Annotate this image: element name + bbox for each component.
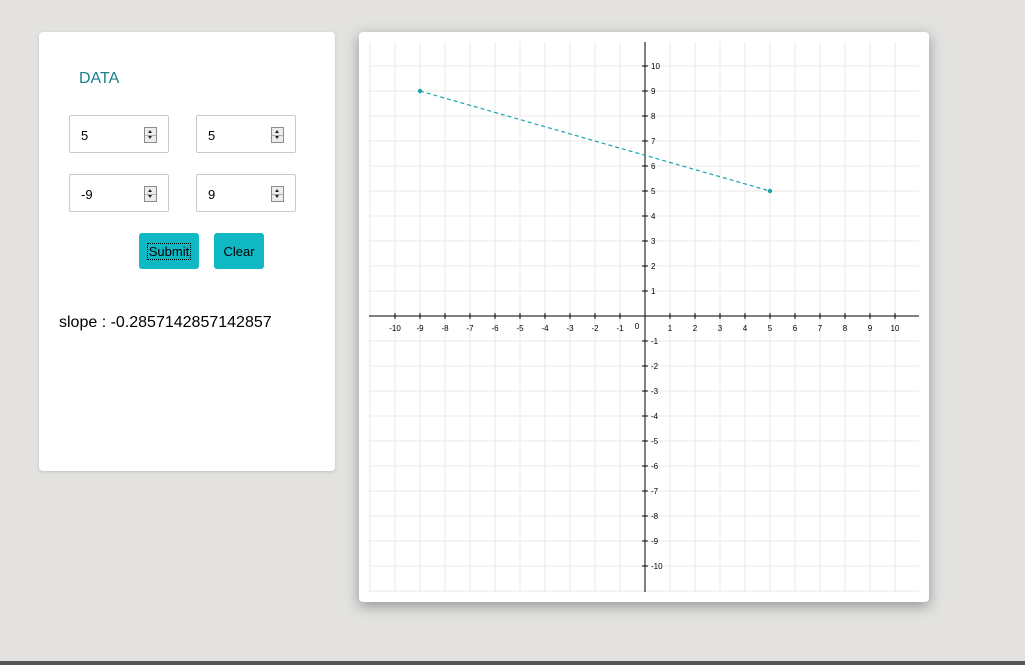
submit-button[interactable]: Submit <box>139 233 199 269</box>
y-tick-label: -3 <box>651 387 659 396</box>
spin-up-icon[interactable] <box>272 187 283 195</box>
submit-label: Submit <box>146 242 192 260</box>
data-point <box>417 88 423 94</box>
panel-title: DATA <box>79 70 120 87</box>
x1-input[interactable]: 5 <box>69 115 169 153</box>
y1-input[interactable]: 5 <box>196 115 296 153</box>
spin-up-icon[interactable] <box>145 187 156 195</box>
y-tick-label: -8 <box>651 512 659 521</box>
y-tick-label: 5 <box>651 187 656 196</box>
x1-spinner[interactable] <box>144 127 157 143</box>
x-tick-label: -9 <box>416 324 424 333</box>
x-tick-label: 7 <box>818 324 823 333</box>
x2-input[interactable]: -9 <box>69 174 169 212</box>
x-tick-label: 5 <box>768 324 773 333</box>
y-tick-label: 9 <box>651 87 656 96</box>
y2-value: 9 <box>208 187 216 202</box>
y-tick-label: -2 <box>651 362 659 371</box>
y-tick-label: -7 <box>651 487 659 496</box>
graph-panel: -10 -9 -8 -7 -6 -5 -4 -3 -2 -1 1 2 3 4 5 6 7 8 9 10 -10 -9 -8-… <box>359 32 929 602</box>
x-tick-label: 2 <box>693 324 698 333</box>
y-tick-label: -1 <box>651 337 659 346</box>
x-tick-label: -5 <box>516 324 524 333</box>
x-tick-label: 6 <box>793 324 798 333</box>
slope-line <box>419 90 771 192</box>
x1-value: 5 <box>81 128 89 143</box>
y-tick-label: -9 <box>651 537 659 546</box>
spin-down-icon[interactable] <box>272 194 283 201</box>
x-tick-label: -3 <box>566 324 574 333</box>
y-tick-label: -5 <box>651 437 659 446</box>
origin-label: 0 <box>635 322 640 331</box>
data-point <box>767 188 773 194</box>
x-tick-label: 1 <box>668 324 673 333</box>
coordinate-graph[interactable]: -10 -9 -8 -7 -6 -5 -4 -3 -2 -1 1 2 3 4 5 6 7 8 9 10-10-9-8-… <box>359 32 929 602</box>
x-tick-label: -8 <box>441 324 449 333</box>
clear-button[interactable]: Clear <box>214 233 264 269</box>
data-panel: DATA 5 5 -9 9 Submit Clear slope : -0.28… <box>39 32 335 471</box>
bottom-border <box>0 661 1025 665</box>
y1-spinner[interactable] <box>271 127 284 143</box>
x-tick-label: 8 <box>843 324 848 333</box>
y-tick-label: 8 <box>651 112 656 121</box>
x-tick-label: 9 <box>868 324 873 333</box>
x-tick-label: 10 <box>891 324 900 333</box>
y-tick-label: -6 <box>651 462 659 471</box>
x-tick-label: -2 <box>591 324 599 333</box>
spin-down-icon[interactable] <box>145 135 156 142</box>
y2-input[interactable]: 9 <box>196 174 296 212</box>
y-tick-label: -4 <box>651 412 659 421</box>
x-tick-label: 3 <box>718 324 723 333</box>
x2-spinner[interactable] <box>144 186 157 202</box>
x2-value: -9 <box>81 187 93 202</box>
spin-down-icon[interactable] <box>145 194 156 201</box>
y-tick-label: 1 <box>651 287 656 296</box>
x-tick-label: -10 <box>389 324 401 333</box>
y-tick-label: 7 <box>651 137 656 146</box>
slope-readout: slope : -0.2857142857142857 <box>59 314 272 331</box>
y1-value: 5 <box>208 128 216 143</box>
x-tick-label: -6 <box>491 324 499 333</box>
y-tick-label: 10 <box>651 62 660 71</box>
spin-down-icon[interactable] <box>272 135 283 142</box>
x-tick-label: -7 <box>466 324 474 333</box>
y-tick-label: 4 <box>651 212 656 221</box>
x-tick-label: -1 <box>616 324 624 333</box>
x-tick-label: 4 <box>743 324 748 333</box>
y-tick-label: -10 <box>651 562 663 571</box>
y-tick-label: 6 <box>651 162 656 171</box>
y2-spinner[interactable] <box>271 186 284 202</box>
spin-up-icon[interactable] <box>145 128 156 136</box>
spin-up-icon[interactable] <box>272 128 283 136</box>
x-tick-label: -4 <box>541 324 549 333</box>
y-tick-label: 2 <box>651 262 656 271</box>
y-tick-label: 3 <box>651 237 656 246</box>
